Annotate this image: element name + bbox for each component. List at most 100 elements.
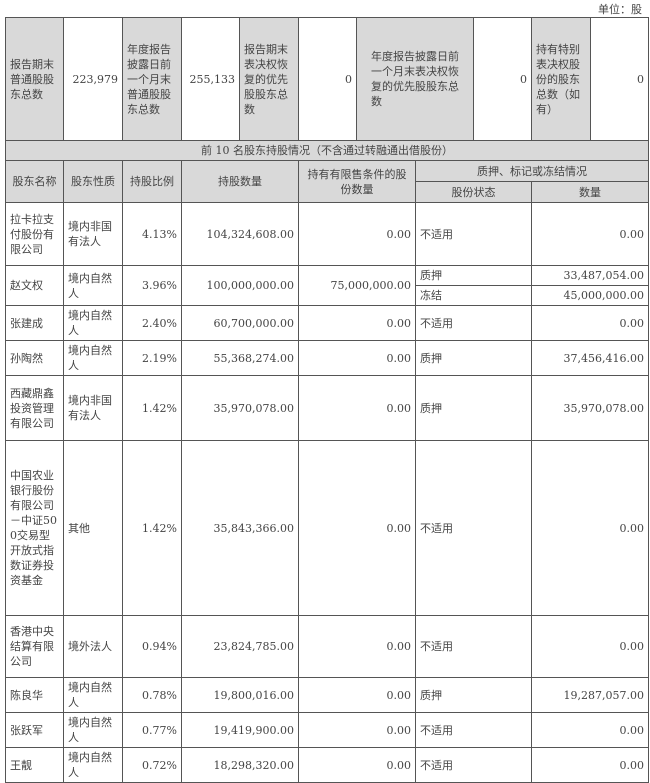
shareholder-nature: 境内自然人 — [63, 305, 123, 341]
shareholder-name: 张建成 — [5, 305, 64, 341]
summary-value: 0 — [590, 17, 649, 141]
header-pledge-group: 质押、标记或冻结情况 — [414, 160, 650, 182]
summary-label: 年度报告披露日前一个月末普通股股东总数 — [122, 17, 182, 141]
share-count: 35,970,078.00 — [181, 375, 299, 441]
table-row: 拉卡拉支付股份有限公司 境内非国有法人 4.13% 104,324,608.00 0.0… — [5, 202, 650, 266]
share-count: 60,700,000.00 — [181, 305, 299, 341]
top10-shareholders-table: 前 10 名股东持股情况（不含通过转融通出借股份） 股东名称 股东性质 持股比例… — [4, 140, 650, 783]
pledge-quantity: 0.00 — [530, 747, 650, 783]
table-row: 孙陶然 境内自然人 2.19% 55,368,274.00 0.00 质押 37,456,4… — [5, 340, 650, 376]
holding-ratio: 2.40% — [122, 305, 182, 341]
pledge-status: 不适用 — [415, 202, 532, 266]
shareholder-name: 孙陶然 — [5, 340, 64, 376]
holding-ratio: 4.13% — [122, 202, 182, 266]
pledge-quantity: 0.00 — [530, 202, 650, 266]
shareholder-nature: 境内自然人 — [63, 747, 123, 783]
restricted-shares: 0.00 — [298, 712, 416, 748]
pledge-quantity: 19,287,057.00 — [530, 677, 650, 713]
shareholder-nature: 境内自然人 — [63, 265, 123, 306]
share-count: 23,824,785.00 — [181, 615, 299, 678]
share-count: 19,800,016.00 — [181, 677, 299, 713]
summary-value: 255,133 — [181, 17, 240, 141]
share-count: 19,419,900.00 — [181, 712, 299, 748]
shareholder-nature: 境内自然人 — [63, 340, 123, 376]
pledge-status: 冻结 — [415, 285, 532, 306]
restricted-shares: 0.00 — [298, 375, 416, 441]
summary-label: 报告期末普通股股东总数 — [5, 17, 64, 141]
holding-ratio: 2.19% — [122, 340, 182, 376]
header-restricted: 持有有限售条件的股份数量 — [298, 160, 416, 203]
pledge-quantity: 0.00 — [530, 305, 650, 341]
holding-ratio: 0.78% — [122, 677, 182, 713]
pledge-status: 不适用 — [415, 440, 532, 616]
pledge-status: 质押 — [415, 265, 532, 286]
shareholder-name: 赵文权 — [5, 265, 64, 306]
holding-ratio: 0.77% — [122, 712, 182, 748]
restricted-shares: 0.00 — [298, 340, 416, 376]
shareholder-name: 陈良华 — [5, 677, 64, 713]
summary-label: 持有特别表决权股份的股东总数（如有） — [531, 17, 591, 141]
summary-label: 年度报告披露日前一个月末表决权恢复的优先股股东总数 — [356, 17, 474, 141]
holding-ratio: 3.96% — [122, 265, 182, 306]
restricted-shares: 0.00 — [298, 305, 416, 341]
restricted-shares: 0.00 — [298, 615, 416, 678]
header-ratio: 持股比例 — [122, 160, 182, 203]
pledge-status: 不适用 — [415, 615, 532, 678]
share-count: 100,000,000.00 — [181, 265, 299, 306]
pledge-status: 不适用 — [415, 747, 532, 783]
share-count: 35,843,366.00 — [181, 440, 299, 616]
share-count: 55,368,274.00 — [181, 340, 299, 376]
shareholder-nature: 境内非国有法人 — [63, 375, 123, 441]
pledge-quantity: 0.00 — [530, 440, 650, 616]
shareholder-name: 西藏鼎鑫投资管理有限公司 — [5, 375, 64, 441]
summary-value: 0 — [473, 17, 532, 141]
share-count: 18,298,320.00 — [181, 747, 299, 783]
summary-value: 223,979 — [63, 17, 123, 141]
pledge-status: 质押 — [415, 375, 532, 441]
shareholder-name: 王靓 — [5, 747, 64, 783]
section-title: 前 10 名股东持股情况（不含通过转融通出借股份） — [4, 140, 650, 161]
pledge-quantity: 37,456,416.00 — [530, 340, 650, 376]
restricted-shares: 0.00 — [298, 747, 416, 783]
shareholder-nature: 境内非国有法人 — [63, 202, 123, 266]
header-name: 股东名称 — [5, 160, 64, 203]
shareholder-nature: 境外法人 — [63, 615, 123, 678]
shareholder-nature: 境内自然人 — [63, 677, 123, 713]
share-count: 104,324,608.00 — [181, 202, 299, 266]
shareholder-nature: 其他 — [63, 440, 123, 616]
table-row: 张建成 境内自然人 2.40% 60,700,000.00 0.00 不适用 0.00 — [5, 305, 650, 341]
pledge-status: 质押 — [415, 677, 532, 713]
summary-value: 0 — [298, 17, 357, 141]
pledge-status: 不适用 — [415, 712, 532, 748]
header-nature: 股东性质 — [63, 160, 123, 203]
shareholder-name: 张跃军 — [5, 712, 64, 748]
pledge-status: 不适用 — [415, 305, 532, 341]
table-row: 王靓 境内自然人 0.72% 18,298,320.00 0.00 不适用 0.00 — [5, 747, 650, 783]
shareholder-name: 香港中央结算有限公司 — [5, 615, 64, 678]
pledge-quantity: 45,000,000.00 — [530, 285, 650, 306]
restricted-shares: 75,000,000.00 — [298, 265, 416, 306]
holding-ratio: 1.42% — [122, 375, 182, 441]
table-row: 赵文权 境内自然人 3.96% 100,000,000.00 75,000,000.00… — [5, 265, 650, 306]
table-row: 中国农业银行股份有限公司－中证500交易型开放式指数证券投资基金 其他 1.42% 3… — [5, 440, 650, 616]
unit-label: 单位：股 — [598, 3, 642, 16]
header-quantity: 数量 — [530, 181, 650, 203]
restricted-shares: 0.00 — [298, 677, 416, 713]
shareholder-summary-table: 报告期末普通股股东总数 223,979 年度报告披露日前一个月末普通股股东总数 255… — [5, 17, 649, 141]
table-row: 陈良华 境内自然人 0.78% 19,800,016.00 0.00 质押 19,287,0… — [5, 677, 650, 713]
shareholder-name: 中国农业银行股份有限公司－中证500交易型开放式指数证券投资基金 — [5, 440, 64, 616]
table-row: 张跃军 境内自然人 0.77% 19,419,900.00 0.00 不适用 0.00 — [5, 712, 650, 748]
holding-ratio: 1.42% — [122, 440, 182, 616]
pledge-status: 质押 — [415, 340, 532, 376]
shareholder-nature: 境内自然人 — [63, 712, 123, 748]
header-shares: 持股数量 — [181, 160, 299, 203]
holding-ratio: 0.72% — [122, 747, 182, 783]
table-row: 香港中央结算有限公司 境外法人 0.94% 23,824,785.00 0.00 不适用 0… — [5, 615, 650, 678]
pledge-quantity: 35,970,078.00 — [530, 375, 650, 441]
restricted-shares: 0.00 — [298, 202, 416, 266]
restricted-shares: 0.00 — [298, 440, 416, 616]
holding-ratio: 0.94% — [122, 615, 182, 678]
shareholder-name: 拉卡拉支付股份有限公司 — [5, 202, 64, 266]
table-row: 西藏鼎鑫投资管理有限公司 境内非国有法人 1.42% 35,970,078.00 0.0… — [5, 375, 650, 441]
pledge-quantity: 0.00 — [530, 615, 650, 678]
